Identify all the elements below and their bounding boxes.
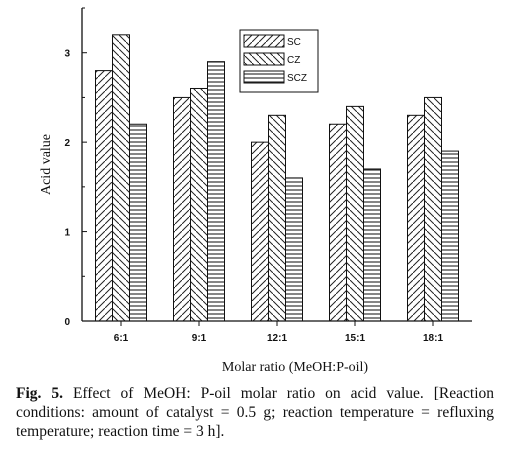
- bar-cz-6-1: [112, 34, 130, 322]
- x-tick-label: 9:1: [192, 333, 207, 344]
- bar-sc-6-1: [95, 70, 113, 322]
- legend-label-cz: CZ: [287, 55, 300, 66]
- bar-sc-15-1: [329, 123, 347, 322]
- legend-swatch-scz: [243, 70, 285, 84]
- legend-swatch-sc: [243, 34, 285, 48]
- legend-label-sc: SC: [287, 37, 301, 48]
- y-tick-label: 1: [64, 228, 70, 239]
- legend-label-scz: SCZ: [287, 73, 307, 84]
- figure-caption-text: Effect of MeOH: P-oil molar ratio on aci…: [16, 385, 495, 440]
- bar-scz-18-1: [441, 150, 459, 322]
- bar-cz-15-1: [346, 105, 364, 322]
- x-tick-label: 12:1: [267, 333, 287, 344]
- x-tick-label: 6:1: [114, 333, 129, 344]
- x-tick-label: 15:1: [345, 333, 365, 344]
- y-tick-label: 0: [64, 317, 70, 328]
- bar-sc-18-1: [407, 114, 425, 322]
- figure-caption: Fig. 5. Effect of MeOH: P-oil molar rati…: [16, 384, 494, 441]
- bar-sc-12-1: [251, 141, 269, 322]
- bar-scz-6-1: [129, 123, 147, 322]
- bar-cz-18-1: [424, 96, 442, 322]
- bar-scz-12-1: [285, 177, 303, 322]
- bar-cz-9-1: [190, 87, 208, 322]
- x-axis-title: Molar ratio (MeOH:P-oil): [222, 360, 369, 375]
- figure-label: Fig. 5.: [16, 385, 63, 402]
- legend-swatch-cz: [243, 52, 285, 66]
- bar-scz-9-1: [207, 61, 225, 322]
- acid-value-bar-chart: 0 1 2 3 Acid value 6:1 9:1 12:1 15:1 18:1 Molar ra…: [39, 7, 472, 375]
- bar-cz-12-1: [268, 114, 286, 322]
- y-tick-label: 2: [64, 138, 70, 149]
- bar-sc-9-1: [173, 96, 191, 322]
- y-axis-title: Acid value: [39, 134, 54, 195]
- bar-scz-15-1: [363, 168, 381, 322]
- x-tick-label: 18:1: [423, 333, 443, 344]
- y-tick-label: 3: [64, 49, 70, 60]
